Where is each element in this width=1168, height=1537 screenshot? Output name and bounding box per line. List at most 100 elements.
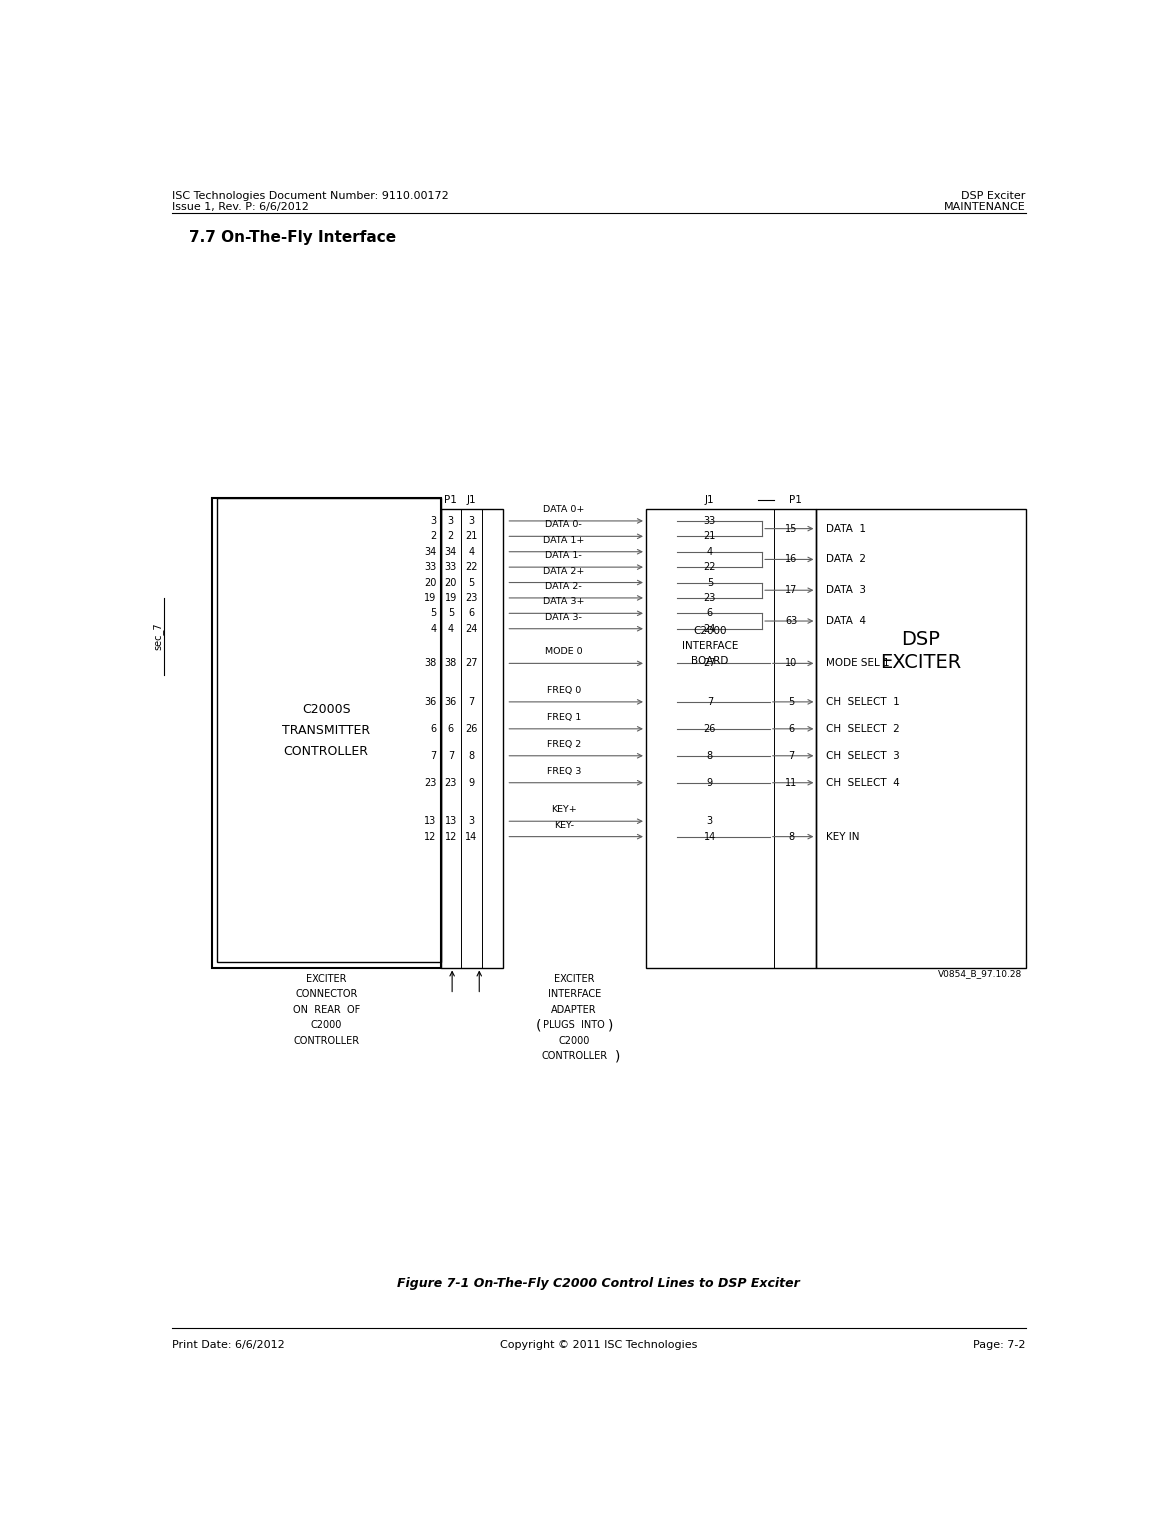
Text: 24: 24 [465, 624, 478, 633]
Text: INTERFACE: INTERFACE [682, 641, 738, 652]
Text: CONTROLLER: CONTROLLER [293, 1036, 360, 1045]
Text: ): ) [607, 1019, 613, 1033]
Text: 6: 6 [468, 609, 474, 618]
Text: Copyright © 2011 ISC Technologies: Copyright © 2011 ISC Technologies [500, 1340, 697, 1349]
Text: 26: 26 [465, 724, 478, 733]
Text: CH  SELECT  1: CH SELECT 1 [826, 696, 899, 707]
Text: CONNECTOR: CONNECTOR [296, 990, 357, 999]
Text: EXCITER: EXCITER [306, 974, 347, 984]
Text: 5: 5 [788, 696, 794, 707]
Text: 14: 14 [465, 832, 478, 842]
Text: PLUGS  INTO: PLUGS INTO [543, 1021, 605, 1030]
Text: INTERFACE: INTERFACE [548, 990, 600, 999]
Text: 9: 9 [707, 778, 712, 788]
Text: 2: 2 [447, 532, 454, 541]
Text: TRANSMITTER: TRANSMITTER [283, 724, 370, 736]
Bar [211, 498, 440, 967]
Text: 23: 23 [424, 778, 437, 788]
Text: (: ( [535, 1019, 541, 1033]
Text: 19: 19 [445, 593, 457, 603]
Text: C2000: C2000 [693, 626, 726, 636]
Bar [816, 509, 1026, 967]
Text: 7: 7 [788, 750, 794, 761]
Text: 22: 22 [465, 563, 478, 572]
Text: 3: 3 [468, 816, 474, 827]
Text: 34: 34 [424, 547, 437, 556]
Text: C2000: C2000 [311, 1021, 342, 1030]
Text: FREQ 0: FREQ 0 [547, 686, 580, 695]
Text: 13: 13 [424, 816, 437, 827]
Text: DSP: DSP [902, 630, 940, 650]
Text: DATA  3: DATA 3 [826, 586, 865, 595]
Text: DSP Exciter: DSP Exciter [961, 191, 1026, 201]
Text: J1: J1 [705, 495, 715, 506]
Text: 4: 4 [468, 547, 474, 556]
Text: sec_7: sec_7 [153, 622, 164, 650]
Text: ON  REAR  OF: ON REAR OF [292, 1005, 360, 1014]
Text: C2000: C2000 [558, 1036, 590, 1045]
Text: 38: 38 [424, 658, 437, 669]
Text: FREQ 3: FREQ 3 [547, 767, 580, 776]
Text: 5: 5 [468, 578, 474, 587]
Bar [440, 509, 502, 967]
Text: ISC Technologies Document Number: 9110.00172: ISC Technologies Document Number: 9110.0… [172, 191, 449, 201]
Text: 33: 33 [424, 563, 437, 572]
Text: 7: 7 [468, 696, 474, 707]
Text: 6: 6 [431, 724, 437, 733]
Text: 36: 36 [424, 696, 437, 707]
Text: DATA  4: DATA 4 [826, 616, 865, 626]
Text: ADAPTER: ADAPTER [551, 1005, 597, 1014]
Text: 14: 14 [703, 832, 716, 842]
Text: 3: 3 [468, 516, 474, 526]
Text: 17: 17 [785, 586, 798, 595]
Text: 7: 7 [447, 750, 454, 761]
Text: 5: 5 [707, 578, 712, 587]
Text: 6: 6 [788, 724, 794, 733]
Text: DATA 1-: DATA 1- [545, 552, 582, 559]
Text: 8: 8 [468, 750, 474, 761]
Text: 33: 33 [703, 516, 716, 526]
Text: DATA 2+: DATA 2+ [543, 567, 584, 575]
Text: MODE 0: MODE 0 [545, 647, 583, 656]
Text: J1: J1 [467, 495, 477, 506]
Text: DATA 3+: DATA 3+ [543, 598, 585, 607]
Text: 10: 10 [785, 658, 798, 669]
Text: 38: 38 [445, 658, 457, 669]
Text: DATA  2: DATA 2 [826, 555, 865, 564]
Text: MODE SEL 1: MODE SEL 1 [826, 658, 889, 669]
Text: 26: 26 [703, 724, 716, 733]
Text: C2000S: C2000S [301, 702, 350, 716]
Text: 8: 8 [788, 832, 794, 842]
Text: Page: 7-2: Page: 7-2 [973, 1340, 1026, 1349]
Text: MAINTENANCE: MAINTENANCE [944, 201, 1026, 212]
Text: Figure 7-1 On-The-Fly C2000 Control Lines to DSP Exciter: Figure 7-1 On-The-Fly C2000 Control Line… [397, 1277, 800, 1290]
Text: 33: 33 [445, 563, 457, 572]
Text: DATA 0-: DATA 0- [545, 521, 582, 529]
Text: Print Date: 6/6/2012: Print Date: 6/6/2012 [172, 1340, 284, 1349]
Text: DATA 2-: DATA 2- [545, 583, 582, 592]
Text: 7.7 On-The-Fly Interface: 7.7 On-The-Fly Interface [188, 231, 396, 244]
Text: P1: P1 [788, 495, 801, 506]
Text: 8: 8 [707, 750, 712, 761]
Text: FREQ 1: FREQ 1 [547, 713, 580, 722]
Text: FREQ 2: FREQ 2 [547, 739, 580, 749]
Text: 2: 2 [430, 532, 437, 541]
Text: 20: 20 [424, 578, 437, 587]
Text: 6: 6 [447, 724, 454, 733]
Text: ): ) [614, 1050, 620, 1064]
Text: 12: 12 [424, 832, 437, 842]
Text: DATA  1: DATA 1 [826, 524, 865, 533]
Text: 3: 3 [707, 816, 712, 827]
Text: 23: 23 [703, 593, 716, 603]
Text: EXCITER: EXCITER [881, 653, 961, 673]
Text: 4: 4 [707, 547, 712, 556]
Text: 34: 34 [445, 547, 457, 556]
Text: 63: 63 [785, 616, 798, 626]
Bar [646, 509, 816, 967]
Text: P1: P1 [444, 495, 457, 506]
Text: 11: 11 [785, 778, 798, 788]
Text: 5: 5 [447, 609, 454, 618]
Text: 5: 5 [430, 609, 437, 618]
Text: CH  SELECT  3: CH SELECT 3 [826, 750, 899, 761]
Text: 7: 7 [430, 750, 437, 761]
